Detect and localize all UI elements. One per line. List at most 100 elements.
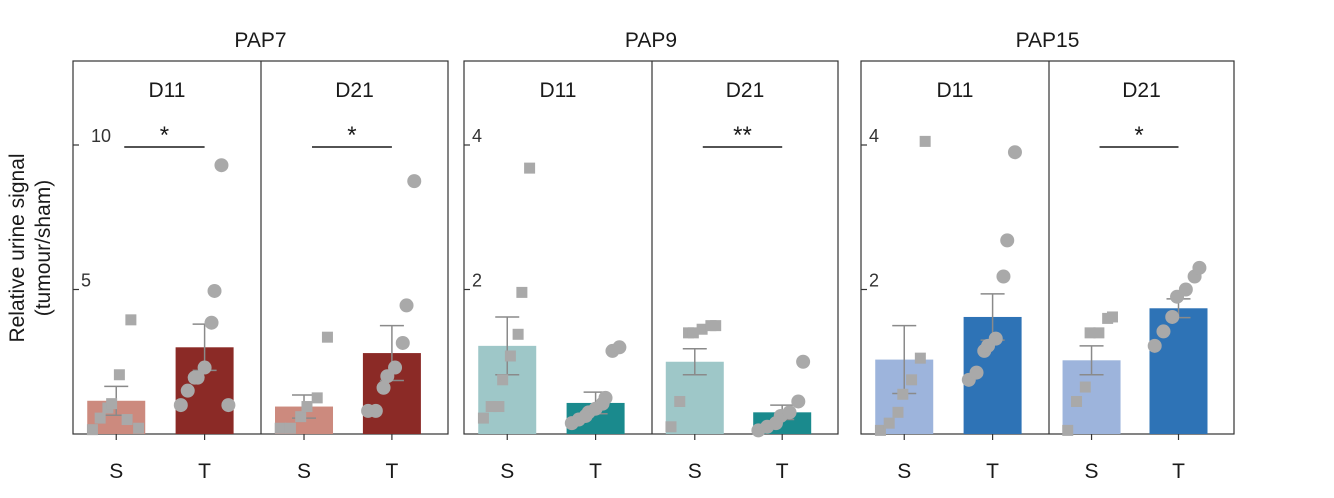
data-point-square [897,388,909,400]
data-point-circle [376,380,391,395]
data-point-square [696,323,708,335]
chart-title: PAP9 [625,29,677,52]
data-point-square [301,401,313,413]
data-point-square [1106,311,1118,323]
data-point-circle [1165,309,1180,324]
data-point-circle [1192,260,1207,275]
data-point-square [94,412,106,424]
significance-marker: * [160,122,169,149]
panel-d21: D21 S T ** [665,79,812,483]
significance-marker: * [1134,122,1143,149]
panel-label: D11 [540,79,577,102]
data-point-square [516,286,528,298]
panel-label: D21 [726,79,765,102]
data-point-square [125,314,137,326]
panel-label: D21 [335,79,374,102]
data-point-square [106,398,118,410]
data-point-circle [1156,324,1171,339]
y-tick-label: 10 [91,126,111,146]
panel-d11: D11 S T * [86,79,236,483]
data-point-circle [996,269,1011,284]
x-tick-label: S [109,460,123,483]
panel-label: D21 [1122,79,1161,102]
data-point-circle [1178,282,1193,297]
y-axis-label-line1: Relative urine signal [6,153,29,342]
data-point-square [906,374,918,386]
data-point-square [493,401,505,413]
data-point-circle [1007,145,1022,160]
data-point-circle [368,403,383,418]
data-point-circle [988,331,1003,346]
data-point-circle [204,315,219,330]
y-axis-label-line2: (tumour/sham) [32,180,55,317]
chart-title: PAP7 [234,29,286,52]
data-point-circle [214,158,229,173]
panel-label: D11 [937,79,974,102]
x-tick-label: T [385,460,398,483]
data-point-square [665,421,677,433]
chart-pap15: PAP15 2 4 D11 S T D21 S T * [860,29,1235,483]
y-tick-label: 2 [869,271,879,291]
panel-d21: D21 S T * [1062,79,1208,483]
data-point-square [113,369,125,381]
data-point-circle [197,360,212,375]
charts: PAP7 5 10 D11 S T * D21 S T * PAP9 2 4 D11 S T D21 S T ** PAP… [72,29,1235,483]
chart-pap9: PAP9 2 4 D11 S T D21 S T ** [463,29,839,483]
panel-d21: D21 S T * [274,79,422,483]
x-tick-label: T [589,460,602,483]
x-tick-label: T [198,460,211,483]
x-tick-label: S [297,460,311,483]
data-point-square [524,162,536,174]
x-tick-label: S [897,460,911,483]
panel-d11: D11 S T [477,79,627,483]
y-tick-label: 5 [81,271,91,291]
data-point-circle [1000,233,1015,248]
chart-frame [860,60,1235,435]
data-point-square [1071,395,1083,407]
data-point-circle [180,383,195,398]
x-tick-label: T [1172,460,1185,483]
chart-pap7: PAP7 5 10 D11 S T * D21 S T * [72,29,449,483]
data-point-square [121,414,133,426]
data-point-circle [388,360,403,375]
data-point-circle [221,398,236,413]
data-point-square [504,350,516,362]
data-point-square [892,406,904,418]
data-point-circle [791,394,806,409]
significance-marker: * [347,122,356,149]
data-point-circle [969,365,984,380]
data-point-circle [399,298,414,313]
data-point-circle [612,340,627,355]
y-tick-label: 4 [869,126,879,146]
panel-d11: D11 S T [874,79,1022,483]
data-point-circle [796,354,811,369]
y-tick-label: 2 [472,271,482,291]
data-point-circle [782,405,797,420]
data-point-square [133,422,145,434]
data-point-square [1093,327,1105,339]
data-point-square [1079,381,1091,393]
x-tick-label: T [986,460,999,483]
data-point-square [674,395,686,407]
data-point-square [512,328,524,340]
data-point-square [497,374,509,386]
data-point-circle [207,283,222,298]
data-point-circle [598,390,613,405]
panel-label: D11 [149,79,186,102]
data-point-square [86,424,98,436]
chart-title: PAP15 [1016,29,1080,52]
data-point-square [883,417,895,429]
data-point-square [914,352,926,364]
data-point-square [477,412,489,424]
data-point-square [311,392,323,404]
x-tick-label: T [776,460,789,483]
data-point-square [274,422,286,434]
significance-marker: ** [733,122,752,149]
x-tick-label: S [500,460,514,483]
data-point-square [919,135,931,147]
data-point-square [321,331,333,343]
data-point-square [485,401,497,413]
x-tick-label: S [1085,460,1099,483]
data-point-circle [1147,338,1162,353]
